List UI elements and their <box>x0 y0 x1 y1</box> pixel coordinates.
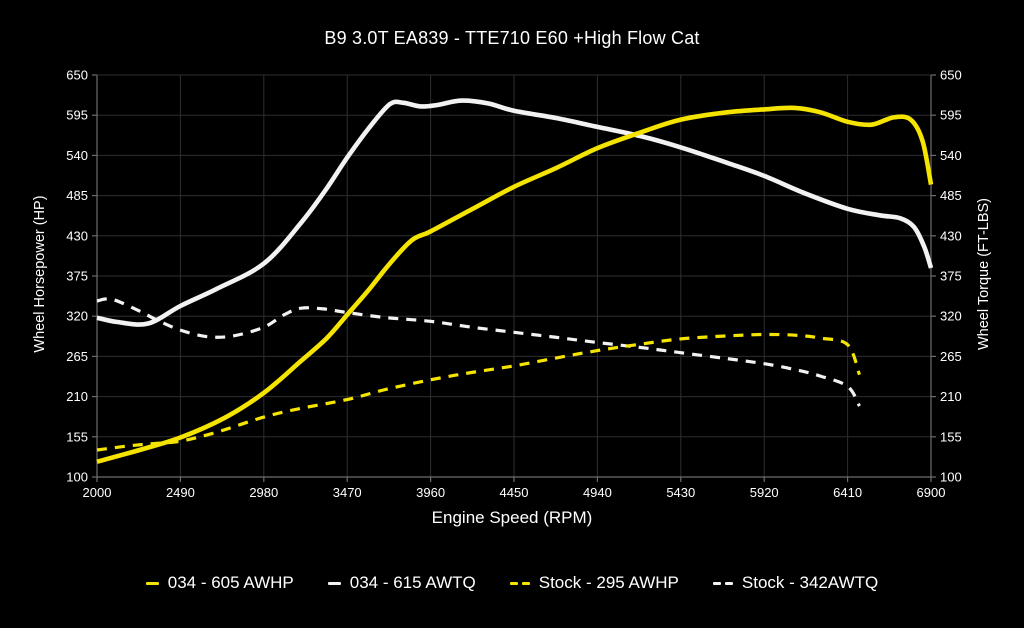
legend-item-stock-awtq: Stock - 342AWTQ <box>712 573 879 593</box>
chart-legend: 034 - 605 AWHP 034 - 615 AWTQ Stock - 29… <box>0 573 1024 593</box>
legend-marker-white-dashed <box>712 581 733 585</box>
legend-dash <box>712 581 721 585</box>
y-tick-label-left: 155 <box>66 429 88 444</box>
y-tick-label-right: 430 <box>940 228 962 243</box>
legend-dash <box>145 581 159 585</box>
y-tick-label-left: 595 <box>66 108 88 123</box>
y-tick-label-right: 265 <box>940 349 962 364</box>
x-tick-label: 4450 <box>500 485 529 500</box>
legend-dash <box>509 581 518 585</box>
y-tick-label-left: 375 <box>66 269 88 284</box>
y-tick-label-left: 100 <box>66 470 88 485</box>
legend-label: 034 - 605 AWHP <box>167 573 294 592</box>
x-tick-label: 6900 <box>917 485 946 500</box>
legend-label: Stock - 295 AWHP <box>538 573 679 592</box>
curve-034-605-awhp <box>96 105 934 464</box>
y-axis-label-right: Wheel Torque (FT-LBS) <box>976 197 992 351</box>
x-tick-label: 2490 <box>166 485 195 500</box>
y-tick-label-right: 485 <box>940 188 962 203</box>
y-tick-label-right: 595 <box>940 108 962 123</box>
x-axis-label: Engine Speed (RPM) <box>431 508 593 527</box>
x-tick-label: 6410 <box>833 485 862 500</box>
x-tick-label: 3470 <box>333 485 362 500</box>
legend-label: Stock - 342AWTQ <box>741 573 879 592</box>
x-tick-label: 4940 <box>583 485 612 500</box>
x-tick-label: 3960 <box>416 485 445 500</box>
y-tick-label-right: 540 <box>940 148 962 163</box>
x-tick-label: 5430 <box>666 485 695 500</box>
y-axis-label-left: Wheel Horsepower (HP) <box>32 195 48 353</box>
legend-item-stock-awhp: Stock - 295 AWHP <box>509 573 679 593</box>
legend-dash <box>724 581 733 585</box>
x-tick-label: 5920 <box>750 485 779 500</box>
legend-label: 034 - 615 AWTQ <box>349 573 476 592</box>
y-tick-label-left: 320 <box>66 309 88 324</box>
curve-stock-295-awhp <box>96 332 862 452</box>
y-tick-label-left: 540 <box>66 148 88 163</box>
y-tick-label-right: 375 <box>940 269 962 284</box>
y-tick-label-right: 650 <box>940 68 962 83</box>
curve-stock-342awtq <box>96 297 861 407</box>
y-tick-label-left: 485 <box>66 188 88 203</box>
x-tick-label: 2000 <box>83 485 112 500</box>
y-tick-label-right: 155 <box>940 429 962 444</box>
legend-marker-yellow-dashed <box>509 581 530 585</box>
y-tick-label-right: 320 <box>940 309 962 324</box>
legend-marker-white-solid <box>327 581 341 585</box>
x-tick-label: 2980 <box>249 485 278 500</box>
y-tick-label-right: 210 <box>940 389 962 404</box>
legend-item-034-awtq: 034 - 615 AWTQ <box>327 573 476 593</box>
y-tick-label-right: 100 <box>940 470 962 485</box>
y-tick-label-left: 650 <box>66 68 88 83</box>
y-tick-label-left: 210 <box>66 389 88 404</box>
y-tick-label-left: 430 <box>66 228 88 243</box>
chart-title: B9 3.0T EA839 - TTE710 E60 +High Flow Ca… <box>324 28 700 48</box>
y-tick-label-left: 265 <box>66 349 88 364</box>
legend-dash <box>327 581 341 585</box>
legend-item-034-awhp: 034 - 605 AWHP <box>145 573 294 593</box>
curve-034-615-awtq <box>96 98 934 327</box>
legend-marker-yellow-solid <box>145 581 159 585</box>
legend-dash <box>521 581 530 585</box>
